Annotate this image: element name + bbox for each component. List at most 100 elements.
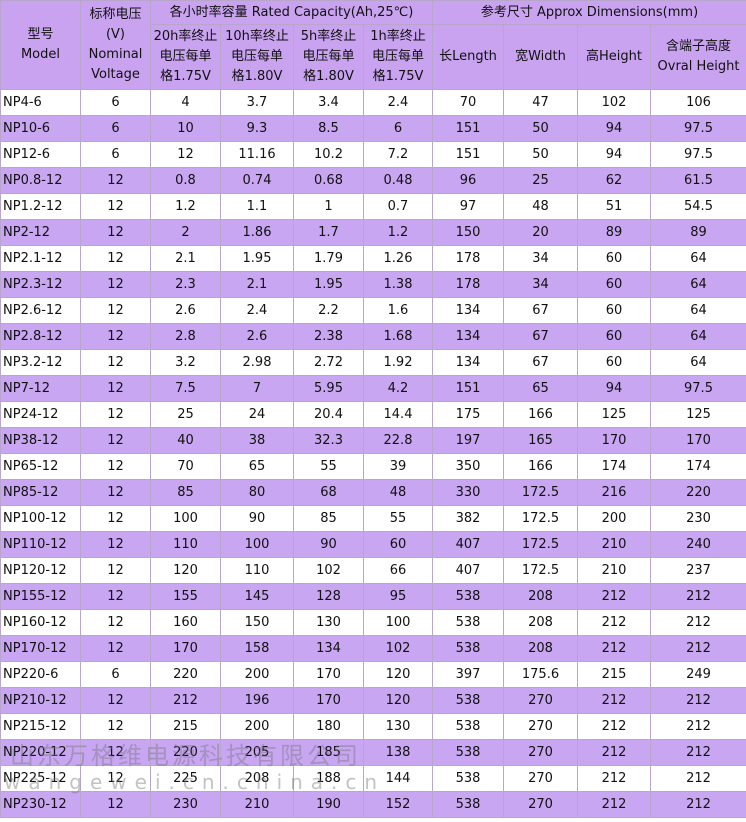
value-cell: 0.74 — [220, 167, 294, 194]
value-cell: 12 — [80, 297, 151, 324]
value-cell: 212 — [577, 739, 651, 766]
value-cell: 12 — [80, 713, 151, 740]
value-cell: 24 — [220, 401, 294, 428]
model-cell: NP120-12 — [0, 557, 81, 584]
value-cell: 94 — [577, 375, 651, 402]
value-cell: 538 — [432, 791, 504, 818]
model-cell: NP7-12 — [0, 375, 81, 402]
value-cell: 12 — [80, 635, 151, 662]
value-cell: 102 — [577, 89, 651, 116]
value-cell: 178 — [432, 271, 504, 298]
header-text: 20h率终止 — [153, 29, 218, 44]
value-cell: 94 — [577, 141, 651, 168]
value-cell: 6 — [80, 115, 151, 142]
value-cell: 190 — [293, 791, 364, 818]
value-cell: 212 — [650, 583, 746, 610]
table-row: NP4-6 6 4 3.7 3.4 2.4 70 47 102 106 — [0, 89, 746, 116]
table-header: 型号 Model 标称电压 (V) Nominal Voltage 各小时率容量 Rat… — [0, 0, 746, 90]
value-cell: 32.3 — [293, 427, 364, 454]
table-row: NP2.8-12 12 2.8 2.6 2.38 1.68 134 67 60 64 — [0, 323, 746, 350]
value-cell: 120 — [363, 661, 433, 688]
table-row: NP2.3-12 12 2.3 2.1 1.95 1.38 178 34 60 64 — [0, 271, 746, 298]
value-cell: 55 — [363, 505, 433, 532]
value-cell: 11.16 — [220, 141, 294, 168]
value-cell: 97.5 — [650, 375, 746, 402]
value-cell: 212 — [577, 635, 651, 662]
value-cell: 25 — [503, 167, 578, 194]
model-cell: NP2.1-12 — [0, 245, 81, 272]
header-cell: 长Length — [432, 24, 504, 90]
value-cell: 172.5 — [503, 505, 578, 532]
value-cell: 1.68 — [363, 323, 433, 350]
value-cell: 4.2 — [363, 375, 433, 402]
value-cell: 208 — [503, 583, 578, 610]
model-cell: NP215-12 — [0, 713, 81, 740]
value-cell: 14.4 — [363, 401, 433, 428]
value-cell: 382 — [432, 505, 504, 532]
value-cell: 50 — [503, 115, 578, 142]
value-cell: 64 — [650, 349, 746, 376]
model-cell: NP10-6 — [0, 115, 81, 142]
value-cell: 55 — [293, 453, 364, 480]
value-cell: 170 — [293, 687, 364, 714]
value-cell: 2.4 — [363, 89, 433, 116]
value-cell: 151 — [432, 141, 504, 168]
value-cell: 205 — [220, 739, 294, 766]
header-text: 标称电压 — [89, 7, 142, 22]
value-cell: 180 — [293, 713, 364, 740]
value-cell: 158 — [220, 635, 294, 662]
value-cell: 2.1 — [150, 245, 221, 272]
table-row: NP2-12 12 2 1.86 1.7 1.2 150 20 89 89 — [0, 219, 746, 246]
header-cell: 各小时率容量 Rated Capacity(Ah,25℃) — [150, 0, 433, 25]
value-cell: 220 — [150, 739, 221, 766]
value-cell: 12 — [80, 479, 151, 506]
table-row: NP10-6 6 10 9.3 8.5 6 151 50 94 97.5 — [0, 115, 746, 142]
value-cell: 1.86 — [220, 219, 294, 246]
value-cell: 1.38 — [363, 271, 433, 298]
value-cell: 212 — [577, 609, 651, 636]
value-cell: 538 — [432, 739, 504, 766]
header-text: 格1.75V — [372, 69, 424, 84]
value-cell: 50 — [503, 141, 578, 168]
value-cell: 4 — [150, 89, 221, 116]
value-cell: 270 — [503, 765, 578, 792]
value-cell: 212 — [650, 739, 746, 766]
table-row: NP1.2-12 12 1.2 1.1 1 0.7 97 48 51 54.5 — [0, 193, 746, 220]
value-cell: 538 — [432, 635, 504, 662]
model-cell: NP2.3-12 — [0, 271, 81, 298]
value-cell: 125 — [650, 401, 746, 428]
table-row: NP210-12 12 212 196 170 120 538 270 212 212 — [0, 687, 746, 714]
value-cell: 60 — [577, 245, 651, 272]
value-cell: 67 — [503, 297, 578, 324]
value-cell: 2.3 — [150, 271, 221, 298]
value-cell: 174 — [577, 453, 651, 480]
value-cell: 155 — [150, 583, 221, 610]
value-cell: 216 — [577, 479, 651, 506]
value-cell: 62 — [577, 167, 651, 194]
value-cell: 20 — [503, 219, 578, 246]
header-cell: 高Height — [577, 24, 651, 90]
value-cell: 40 — [150, 427, 221, 454]
value-cell: 1.1 — [220, 193, 294, 220]
value-cell: 64 — [650, 271, 746, 298]
value-cell: 6 — [80, 661, 151, 688]
table-row: NP220-12 12 220 205 185 138 538 270 212 212 — [0, 739, 746, 766]
model-cell: NP38-12 — [0, 427, 81, 454]
value-cell: 212 — [577, 687, 651, 714]
value-cell: 25 — [150, 401, 221, 428]
value-cell: 12 — [80, 323, 151, 350]
value-cell: 212 — [577, 765, 651, 792]
value-cell: 85 — [293, 505, 364, 532]
value-cell: 22.8 — [363, 427, 433, 454]
value-cell: 3.4 — [293, 89, 364, 116]
value-cell: 160 — [150, 609, 221, 636]
value-cell: 538 — [432, 765, 504, 792]
model-cell: NP220-6 — [0, 661, 81, 688]
value-cell: 212 — [650, 765, 746, 792]
value-cell: 110 — [150, 531, 221, 558]
value-cell: 100 — [363, 609, 433, 636]
value-cell: 134 — [293, 635, 364, 662]
value-cell: 134 — [432, 323, 504, 350]
value-cell: 95 — [363, 583, 433, 610]
